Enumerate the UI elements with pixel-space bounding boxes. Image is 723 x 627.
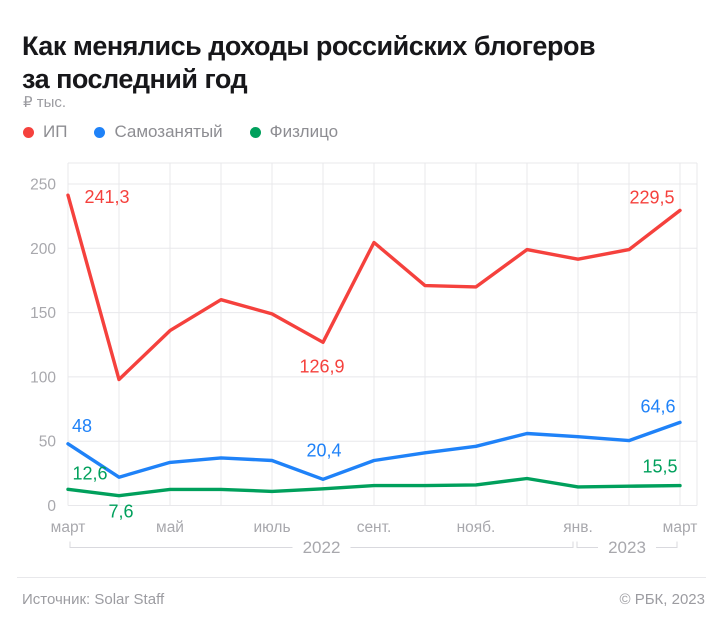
x-tick-label: март [51,519,86,536]
series-line-1 [66,420,682,481]
x-tick-label: май [156,519,184,536]
legend-label: Самозанятый [114,122,223,141]
data-label: 20,4 [306,440,341,460]
copyright-credit: © РБК, 2023 [619,591,705,608]
y-tick-label: 50 [39,434,57,451]
chart-legend: ИП Самозанятый Физлицо [23,122,338,142]
legend-dot-icon [94,126,106,138]
y-tick-label: 150 [30,305,56,322]
y-tick-label: 100 [30,369,56,386]
legend-item-1: Самозанятый [94,122,223,142]
data-label: 7,6 [108,502,133,522]
legend-label: ИП [43,122,68,141]
data-label: 15,5 [642,457,677,477]
legend-item-0: ИП [23,122,67,142]
data-label: 48 [72,416,92,436]
line-chart: 0 50 100 150 200 250 март май июль сент. нояб. янв.… [30,162,698,557]
legend-item-2: Физлицо [249,122,339,142]
page-title: Как менялись доходы российских блогеров … [22,30,682,96]
x-tick-label: сент. [357,519,392,536]
data-label: 241,3 [84,187,129,207]
legend-dot-icon [23,126,34,138]
year-bracket [69,541,574,548]
title-line-2: за последний год [22,64,248,95]
legend-dot-icon [249,126,261,138]
series-line-2 [66,476,682,498]
x-tick-label: март [663,519,698,536]
data-label: 12,6 [72,463,107,483]
x-tick-label: янв. [563,519,593,536]
y-tick-label: 200 [30,241,56,258]
year-bracket [576,541,678,548]
year-label: 2023 [608,538,646,557]
title-line-1: Как менялись доходы российских блогеров [22,31,596,62]
legend-label: Физлицо [269,122,339,141]
data-label: 64,6 [640,396,675,416]
footer-divider [17,577,706,578]
y-tick-label: 250 [30,177,56,194]
y-tick-label: 0 [47,498,56,515]
source-credit: Источник: Solar Staff [22,591,165,608]
data-label: 229,5 [629,187,674,207]
series-line-0 [66,193,682,382]
data-label: 126,9 [299,356,344,376]
x-tick-label: нояб. [457,519,496,536]
x-tick-label: июль [253,519,290,536]
y-axis-units-label: ₽ тыс. [23,94,67,111]
year-label: 2022 [303,538,341,557]
